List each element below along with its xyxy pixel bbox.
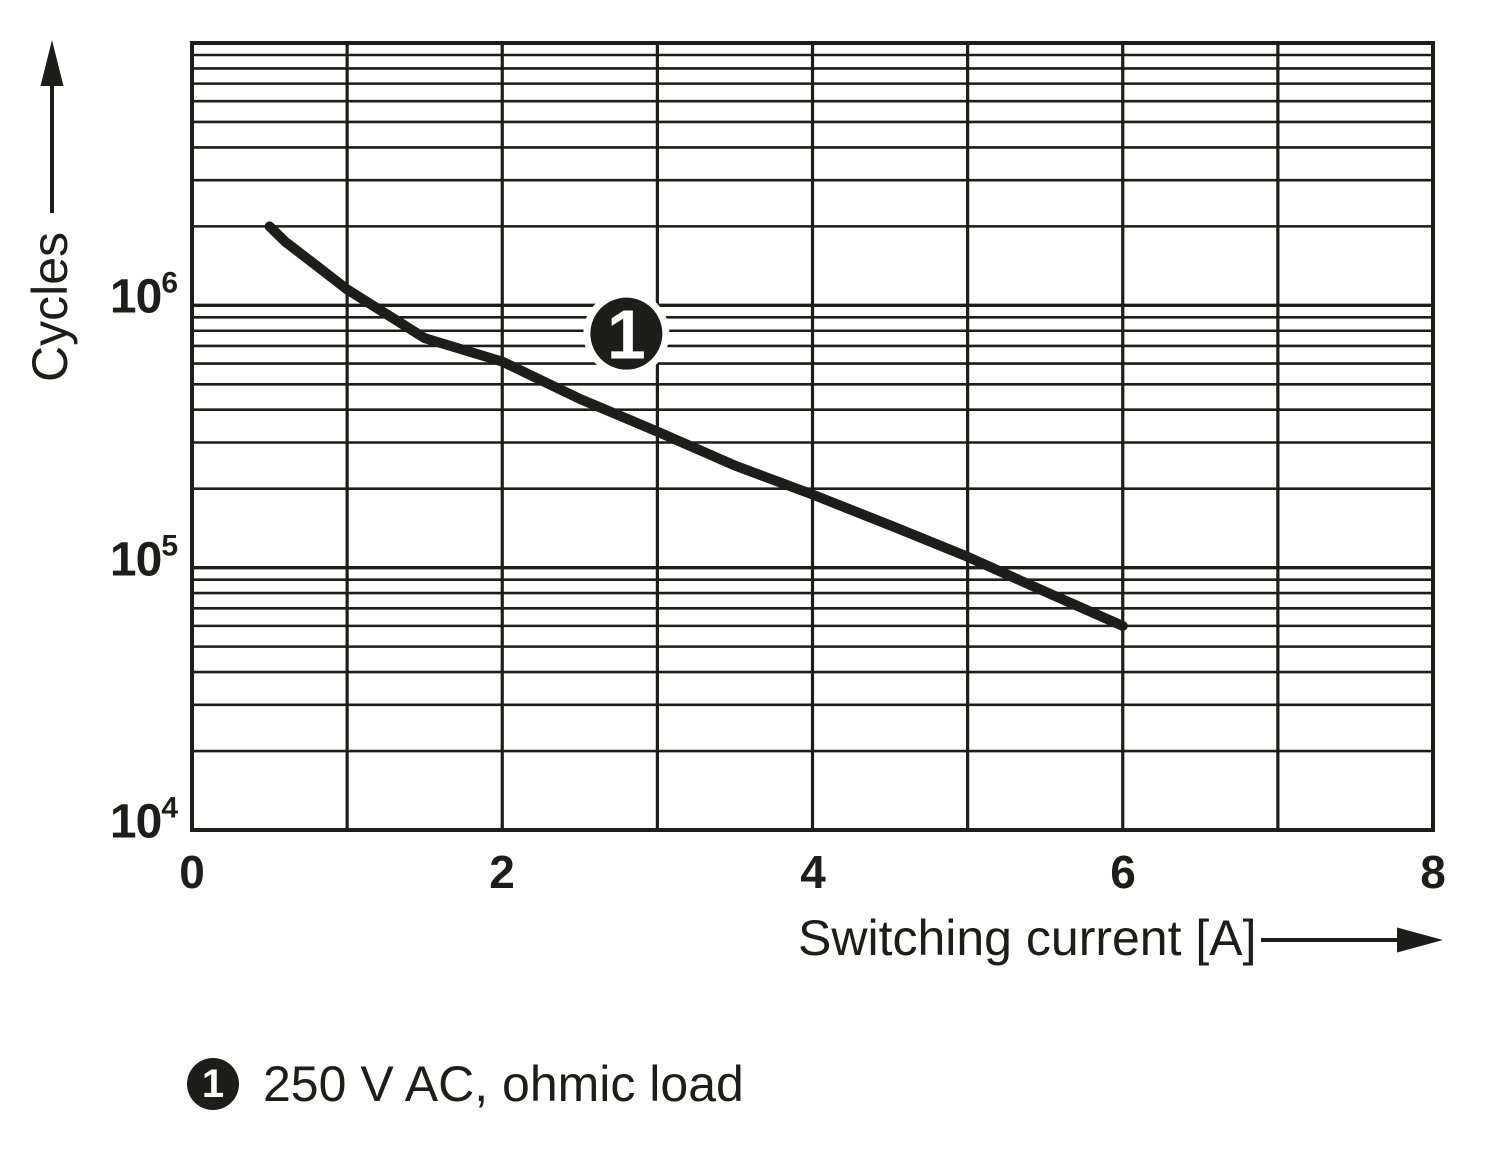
endurance-curve (264, 221, 1128, 631)
y-axis-arrow-icon (40, 40, 64, 213)
legend-marker-number: 1 (201, 1061, 225, 1106)
x-tick-label: 8 (1420, 846, 1446, 898)
legend-series-label: 250 V AC, ohmic load (263, 1056, 744, 1112)
x-axis-arrow-icon (1261, 927, 1443, 953)
x-tick-label: 6 (1110, 846, 1136, 898)
x-axis-title: Switching current [A] (798, 910, 1257, 966)
x-tick-label: 4 (800, 846, 826, 898)
x-tick-label: 2 (489, 846, 515, 898)
curve-marker: 1 (583, 290, 670, 377)
marker-label: 1 (607, 296, 646, 374)
legend: 1 250 V AC, ohmic load (187, 1055, 744, 1113)
y-tick-label: 104 (109, 791, 178, 849)
y-axis-title: Cycles (22, 231, 78, 383)
grid (190, 43, 1435, 830)
y-tick-label: 105 (109, 529, 178, 587)
legend-series-marker-icon: 1 (187, 1058, 239, 1110)
plot-border (190, 41, 1435, 832)
marker-dot-icon (590, 297, 663, 370)
x-tick-label: 0 (179, 846, 205, 898)
y-tick-label: 106 (109, 266, 178, 324)
